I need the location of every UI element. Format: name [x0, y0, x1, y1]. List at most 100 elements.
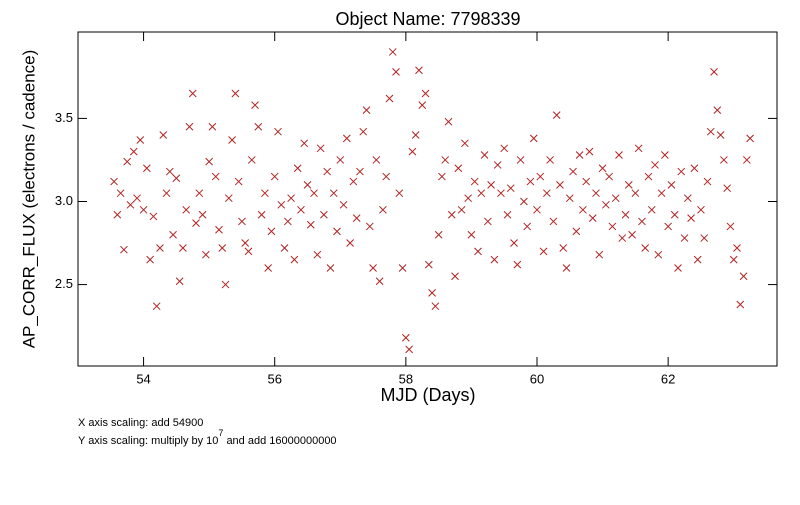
data-point: [464, 194, 473, 203]
data-point: [398, 264, 407, 272]
data-point: [418, 101, 427, 109]
data-point: [503, 210, 512, 219]
data-point: [261, 189, 269, 198]
data-point: [369, 264, 377, 272]
y-scaling-note-end: and add 16000000000: [226, 435, 336, 447]
data-point: [179, 244, 187, 252]
data-point: [136, 136, 145, 144]
data-point: [500, 144, 509, 153]
data-point: [542, 189, 551, 198]
data-point: [110, 177, 118, 186]
data-point: [202, 250, 210, 259]
data-point: [405, 345, 413, 354]
data-point: [323, 167, 332, 176]
data-point: [326, 264, 335, 272]
data-point: [477, 189, 486, 198]
data-point: [516, 156, 525, 164]
x-tick-label: 60: [530, 371, 544, 386]
y-axis-label: AP_CORR_FLUX (electrons / cadence): [19, 50, 38, 349]
data-point: [306, 220, 315, 229]
data-point: [674, 264, 682, 272]
data-point: [208, 122, 217, 131]
data-point: [408, 147, 417, 156]
data-point: [116, 189, 125, 198]
data-point: [710, 68, 718, 76]
data-point: [644, 172, 653, 181]
data-point: [113, 210, 122, 219]
data-point: [182, 205, 191, 214]
data-point: [379, 205, 387, 214]
data-point: [257, 210, 266, 219]
data-point: [523, 222, 532, 231]
data-point: [362, 106, 371, 114]
data-point: [244, 247, 253, 256]
data-point: [487, 181, 495, 189]
data-point: [661, 151, 669, 159]
data-point: [188, 89, 197, 98]
data-point: [415, 66, 423, 75]
data-point: [434, 230, 443, 239]
data-point: [333, 227, 341, 236]
y-scaling-note: Y axis scaling: multiply by 107and add 1…: [78, 428, 337, 447]
data-point: [372, 156, 381, 164]
data-point: [552, 111, 561, 119]
x-tick-label: 62: [661, 371, 675, 386]
data-point: [575, 151, 584, 159]
data-point: [615, 151, 623, 159]
data-point: [162, 189, 171, 198]
y-scaling-note-start: Y axis scaling: multiply by 10: [78, 435, 218, 447]
data-point: [683, 194, 692, 203]
data-point: [572, 227, 581, 236]
data-point: [647, 205, 656, 214]
data-point: [120, 245, 128, 254]
data-point: [579, 205, 587, 214]
data-point: [493, 161, 502, 169]
data-point: [746, 134, 754, 143]
data-point: [549, 217, 558, 226]
data-point: [569, 167, 577, 176]
y-tick-label: 3.0: [55, 193, 73, 208]
data-point: [133, 194, 141, 203]
x-tick-label: 56: [267, 371, 281, 386]
data-point: [402, 333, 410, 342]
data-point: [592, 189, 600, 198]
data-point: [280, 244, 289, 252]
data-point: [247, 156, 256, 164]
data-point: [310, 189, 318, 198]
data-point: [424, 260, 433, 269]
data-point: [713, 106, 722, 114]
data-point: [654, 250, 663, 259]
data-point: [621, 210, 630, 219]
data-point: [175, 277, 184, 286]
data-point: [451, 272, 459, 281]
data-point: [270, 172, 279, 181]
x-axis-label: MJD (Days): [381, 385, 476, 405]
y-tick-label: 2.5: [55, 276, 73, 291]
data-point: [618, 234, 627, 242]
data-point: [638, 217, 646, 226]
data-point: [703, 177, 712, 186]
data-point: [611, 194, 620, 203]
data-point: [598, 164, 607, 173]
data-point: [156, 244, 164, 252]
data-point: [339, 200, 348, 209]
chart-title: Object Name: 7798339: [335, 9, 520, 29]
x-scaling-note: X axis scaling: add 54900: [78, 417, 203, 429]
data-point: [624, 181, 633, 189]
data-point: [352, 214, 361, 222]
x-tick-label: 54: [136, 371, 150, 386]
data-point: [172, 174, 181, 183]
data-point: [123, 157, 132, 166]
y-scaling-exponent: 7: [218, 428, 223, 438]
data-point: [664, 222, 673, 231]
data-point: [467, 230, 476, 239]
data-point: [736, 300, 745, 309]
data-point: [254, 122, 263, 131]
data-point: [228, 136, 236, 144]
data-point: [313, 250, 322, 259]
data-point: [506, 184, 515, 193]
data-point: [231, 89, 240, 98]
data-point: [218, 244, 227, 252]
data-point: [290, 255, 299, 264]
